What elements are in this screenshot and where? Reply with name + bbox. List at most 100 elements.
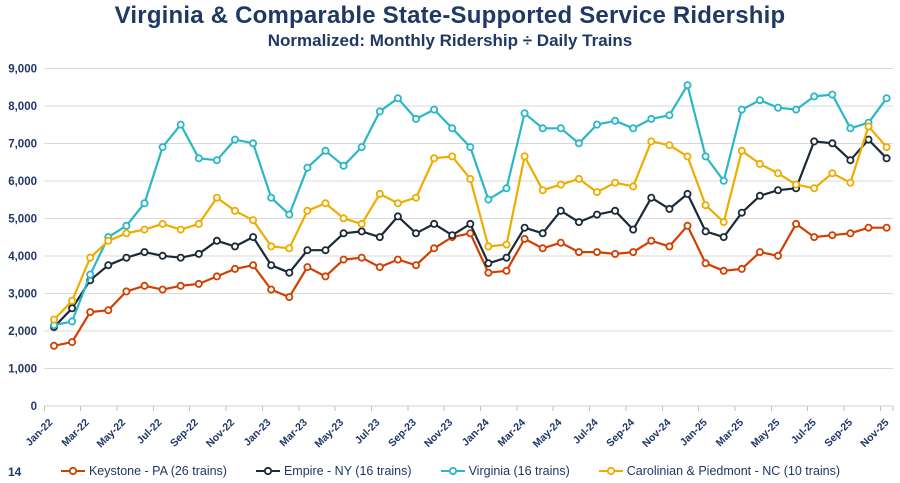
data-point <box>339 229 348 238</box>
data-point <box>574 139 583 148</box>
data-point <box>339 214 348 223</box>
x-axis-label: Jul-23 <box>353 417 383 447</box>
x-axis-label: Jul-24 <box>571 417 601 447</box>
data-point <box>466 174 475 183</box>
y-axis-label: 3,000 <box>8 288 37 300</box>
data-point <box>665 141 674 150</box>
data-point <box>375 263 384 272</box>
data-point <box>212 193 221 202</box>
data-point <box>411 261 420 270</box>
data-point <box>828 169 837 178</box>
x-axis-label: Nov-24 <box>640 417 673 450</box>
data-point <box>212 272 221 281</box>
data-point <box>194 154 203 163</box>
data-point <box>593 120 602 129</box>
data-point <box>683 81 692 90</box>
data-point <box>502 184 511 193</box>
legend-label: Carolinian & Piedmont - NC (10 trains) <box>626 464 841 478</box>
data-point <box>538 124 547 133</box>
data-point <box>86 308 95 317</box>
data-point <box>212 236 221 245</box>
data-point <box>104 236 113 245</box>
data-point <box>122 221 131 230</box>
data-point <box>882 223 891 232</box>
data-point <box>774 103 783 112</box>
x-axis-label: Jul-25 <box>789 417 819 447</box>
data-point <box>629 182 638 191</box>
data-point <box>864 122 873 131</box>
x-axis-label: Mar-25 <box>714 417 747 450</box>
data-point <box>339 255 348 264</box>
data-point <box>611 206 620 215</box>
x-axis-label: Nov-23 <box>422 417 455 450</box>
chart-legend: Keystone - PA (26 trains) Empire - NY (16… <box>0 464 900 478</box>
legend-marker-icon <box>440 466 465 476</box>
data-point <box>158 143 167 152</box>
data-point <box>701 201 710 210</box>
y-axis-label: 7,000 <box>8 138 37 150</box>
data-point <box>375 189 384 198</box>
data-point <box>629 225 638 234</box>
data-point <box>357 227 366 236</box>
data-point <box>122 287 131 296</box>
data-point <box>466 229 475 238</box>
data-point <box>737 264 746 273</box>
data-point <box>86 270 95 279</box>
data-point <box>176 281 185 290</box>
legend-label: Keystone - PA (26 trains) <box>88 464 227 478</box>
data-point <box>574 174 583 183</box>
x-axis-label: May-24 <box>531 417 565 450</box>
y-axis-label: 9,000 <box>8 63 37 75</box>
data-point <box>466 219 475 228</box>
x-axis-label: Jan-25 <box>678 417 710 449</box>
data-point <box>828 139 837 148</box>
data-point <box>611 116 620 125</box>
data-point <box>68 317 77 326</box>
y-axis-label: 1,000 <box>8 363 37 375</box>
data-point <box>321 199 330 208</box>
data-point <box>593 248 602 257</box>
data-point <box>701 152 710 161</box>
data-point <box>538 229 547 238</box>
data-point <box>357 253 366 262</box>
x-axis-label: Mar-23 <box>277 417 310 450</box>
data-point <box>556 206 565 215</box>
data-point <box>50 315 59 324</box>
data-point <box>285 210 294 219</box>
data-point <box>303 206 312 215</box>
data-point <box>194 249 203 258</box>
data-point <box>140 199 149 208</box>
data-point <box>828 231 837 240</box>
data-point <box>665 204 674 213</box>
data-point <box>810 233 819 242</box>
data-point <box>665 242 674 251</box>
data-point <box>140 248 149 257</box>
data-point <box>647 193 656 202</box>
x-axis-label: Sep-22 <box>168 417 201 450</box>
legend-marker-icon <box>60 466 85 476</box>
legend-item-2: Virginia (16 trains) <box>440 464 570 478</box>
data-point <box>755 248 764 257</box>
data-point <box>339 161 348 170</box>
data-point <box>556 124 565 133</box>
data-point <box>230 206 239 215</box>
data-point <box>774 169 783 178</box>
y-axis-label: 6,000 <box>8 176 37 188</box>
data-point <box>701 259 710 268</box>
y-axis-label: 0 <box>31 401 37 413</box>
data-point <box>792 180 801 189</box>
data-point <box>176 225 185 234</box>
data-point <box>574 218 583 227</box>
data-point <box>158 285 167 294</box>
data-point <box>683 152 692 161</box>
data-point <box>846 229 855 238</box>
data-point <box>303 263 312 272</box>
data-point <box>882 143 891 152</box>
data-point <box>737 208 746 217</box>
y-axis-label: 4,000 <box>8 251 37 263</box>
ridership-chart: 0 1,000 2,000 3,000 4,000 5,000 6,000 7,000 8,00… <box>8 63 894 450</box>
data-point <box>68 338 77 347</box>
data-point <box>375 233 384 242</box>
data-point <box>810 184 819 193</box>
x-axis-label: Nov-25 <box>858 417 891 450</box>
